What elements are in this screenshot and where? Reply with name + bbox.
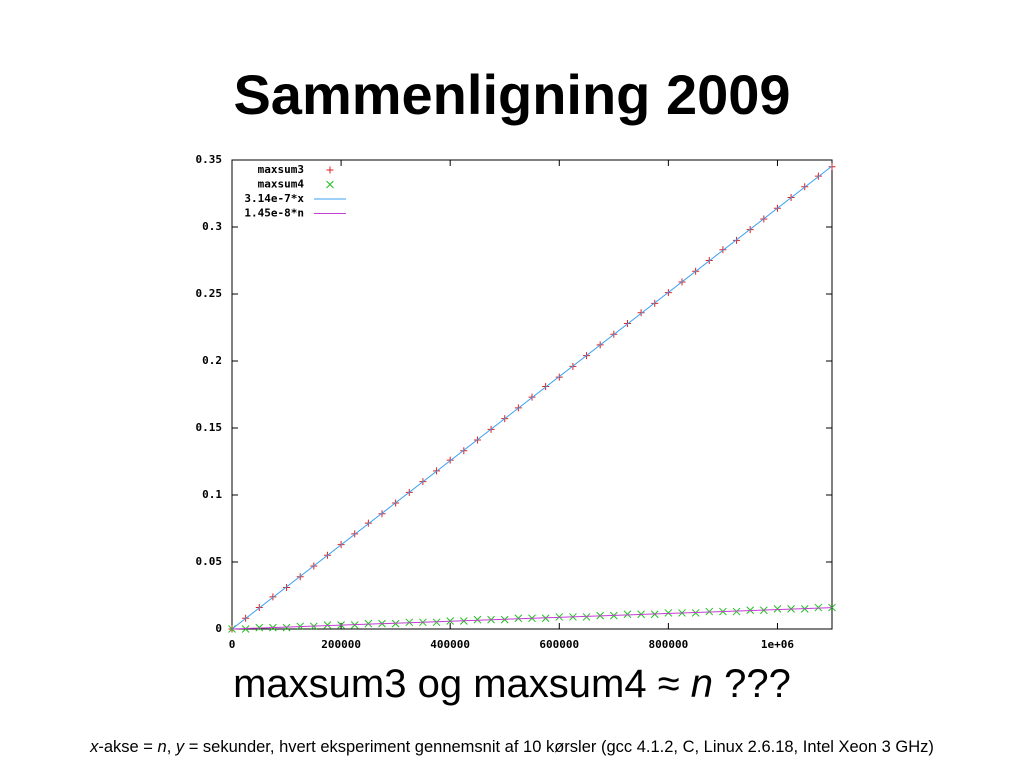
point <box>514 614 523 623</box>
x-tick-label: 1e+06 <box>761 638 794 651</box>
y-tick-label: 0.1 <box>202 488 222 501</box>
point <box>282 623 291 632</box>
point <box>582 613 591 621</box>
footnote-part: -akse = <box>98 738 158 756</box>
point <box>637 309 645 317</box>
point <box>623 610 632 619</box>
legend-label: 1.45e-8*n <box>244 207 304 220</box>
point <box>828 603 836 612</box>
point <box>732 607 741 616</box>
footnote-part: n <box>157 738 167 756</box>
point <box>364 619 373 628</box>
y-tick-label: 0.15 <box>196 421 223 434</box>
x-tick-label: 800000 <box>648 638 688 651</box>
fit-line <box>231 607 833 630</box>
point <box>773 605 782 613</box>
legend-label: maxsum3 <box>258 163 304 176</box>
x-tick-label: 200000 <box>321 638 361 651</box>
caption-part: n <box>690 662 714 706</box>
x-tick-label: 0 <box>229 638 236 651</box>
point <box>664 609 673 617</box>
y-tick-label: 0.05 <box>196 555 223 568</box>
point <box>473 615 482 624</box>
caption: maxsum3 og maxsum4 ≈ n ??? <box>0 662 1024 707</box>
x-tick-label: 600000 <box>539 638 579 651</box>
slide-title: Sammenligning 2009 <box>233 63 791 126</box>
footnote-part: = sekunder, hvert eksperiment gennemsnit… <box>184 738 934 756</box>
y-tick-label: 0.35 <box>196 153 223 166</box>
footnote-part: y <box>175 738 185 756</box>
y-tick-label: 0.25 <box>196 287 223 300</box>
point <box>814 603 823 612</box>
legend-label: maxsum4 <box>258 178 305 191</box>
plot-frame <box>231 159 833 630</box>
footnote-part: , <box>166 738 176 756</box>
footnote: x-akse = n, y = sekunder, hvert eksperim… <box>0 738 1024 757</box>
chart: 0 0.05 0.1 0.15 0.2 0.25 0.3 0.35 0 200000 400000 6… <box>196 153 836 651</box>
point <box>364 519 372 527</box>
x-tick-label: 400000 <box>430 638 470 651</box>
y-tick-label: 0.3 <box>202 220 222 233</box>
y-tick-label: 0 <box>215 622 222 635</box>
legend-swatch <box>326 166 334 174</box>
footnote-part: x <box>90 738 99 756</box>
fit-line <box>231 165 833 630</box>
caption-part: ??? <box>713 662 791 706</box>
y-tick-label: 0.2 <box>202 354 222 367</box>
legend-swatch <box>326 180 334 189</box>
point <box>323 621 332 629</box>
point <box>432 618 441 627</box>
caption-part: maxsum3 og maxsum4 ≈ <box>233 662 691 706</box>
legend-label: 3.14e-7*x <box>244 192 304 205</box>
